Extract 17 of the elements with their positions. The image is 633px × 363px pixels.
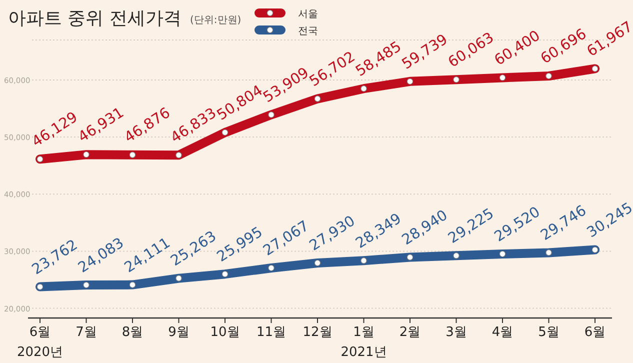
x-tick-label: 2월 bbox=[399, 325, 421, 340]
x-tick-label: 1월 2021년 bbox=[340, 325, 387, 360]
chart-subtitle: (단위:만원) bbox=[190, 15, 242, 26]
legend-label: 서울 bbox=[298, 9, 318, 20]
x-tick-label: 5월 bbox=[538, 325, 560, 340]
chart-title: 아파트 중위 전세가격 bbox=[8, 8, 182, 29]
x-tick-label: 7월 bbox=[76, 325, 97, 340]
legend-label: 전국 bbox=[298, 26, 318, 37]
x-tick-label: 10월 bbox=[210, 325, 240, 340]
x-tick-label: 11월 bbox=[256, 325, 286, 340]
x-tick-label: 3월 bbox=[446, 325, 467, 340]
x-tick-label: 9월 bbox=[168, 325, 190, 340]
x-tick-label: 8월 bbox=[122, 325, 144, 340]
x-tick-label: 6월 2020년 bbox=[16, 325, 64, 360]
x-tick-label: 4월 bbox=[492, 325, 514, 340]
x-tick-label: 12월 bbox=[302, 325, 332, 340]
x-tick-label: 6월 bbox=[584, 325, 606, 340]
